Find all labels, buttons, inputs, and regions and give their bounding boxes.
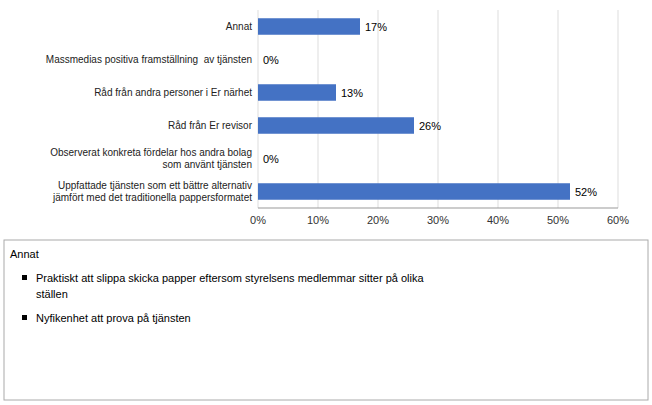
data-label: 52% xyxy=(575,186,597,198)
bar xyxy=(258,18,360,35)
category-label-line: Annat xyxy=(226,21,252,32)
tick-label: 50% xyxy=(547,214,569,226)
annotation: Praktiskt att slippa skicka papper efter… xyxy=(36,272,424,300)
tick-label: 20% xyxy=(367,214,389,226)
category-label: Råd från andra personer i Er närhet xyxy=(94,87,252,98)
grid-line xyxy=(558,10,559,208)
category-label-line: Råd från andra personer i Er närhet xyxy=(94,87,252,98)
x-axis-line xyxy=(258,208,618,209)
bar xyxy=(258,51,259,68)
grid-line xyxy=(438,10,439,208)
category-label: Massmedias positiva framställning av tjä… xyxy=(46,54,252,65)
grid-line xyxy=(498,10,499,208)
bar xyxy=(258,117,414,134)
tick-label: 10% xyxy=(307,214,329,226)
annotation-line: ställen xyxy=(36,288,68,300)
bullet xyxy=(22,315,27,320)
tick-label: 40% xyxy=(487,214,509,226)
category-label: Annat xyxy=(226,21,252,32)
category-label-line: som använt tjänsten xyxy=(163,159,253,170)
bar xyxy=(258,183,570,200)
annotation-box xyxy=(4,240,648,400)
data-label: 0% xyxy=(263,54,279,66)
data-label: 0% xyxy=(263,153,279,165)
category-label-line: Råd från Er revisor xyxy=(168,120,253,131)
grid-line xyxy=(318,10,319,208)
tick-label: 60% xyxy=(607,214,629,226)
category-label-line: jämfört med det traditionella pappersfor… xyxy=(52,192,252,203)
annotation: Nyfikenhet att prova på tjänsten xyxy=(36,312,191,324)
category-label-line: Observerat konkreta fördelar hos andra b… xyxy=(50,147,252,158)
category-label-line: Massmedias positiva framställning av tjä… xyxy=(46,54,252,65)
bullet xyxy=(22,275,27,280)
bar xyxy=(258,84,336,101)
data-label: 26% xyxy=(419,120,441,132)
tick-label: 30% xyxy=(427,214,449,226)
category-label: Observerat konkreta fördelar hos andra b… xyxy=(50,147,252,170)
category-label: Råd från Er revisor xyxy=(168,120,253,131)
grid-line xyxy=(378,10,379,208)
data-label: 13% xyxy=(341,87,363,99)
category-label: Uppfattade tjänsten som ett bättre alter… xyxy=(52,180,252,203)
annotation-title: Annat xyxy=(10,248,39,260)
bar xyxy=(258,150,259,167)
tick-label: 0% xyxy=(250,214,266,226)
annotation-line: Nyfikenhet att prova på tjänsten xyxy=(36,312,191,324)
annotation-line: Praktiskt att slippa skicka papper efter… xyxy=(36,272,424,284)
data-label: 17% xyxy=(365,21,387,33)
category-label-line: Uppfattade tjänsten som ett bättre alter… xyxy=(58,180,252,191)
grid-line xyxy=(618,10,619,208)
grid-line xyxy=(258,10,259,208)
